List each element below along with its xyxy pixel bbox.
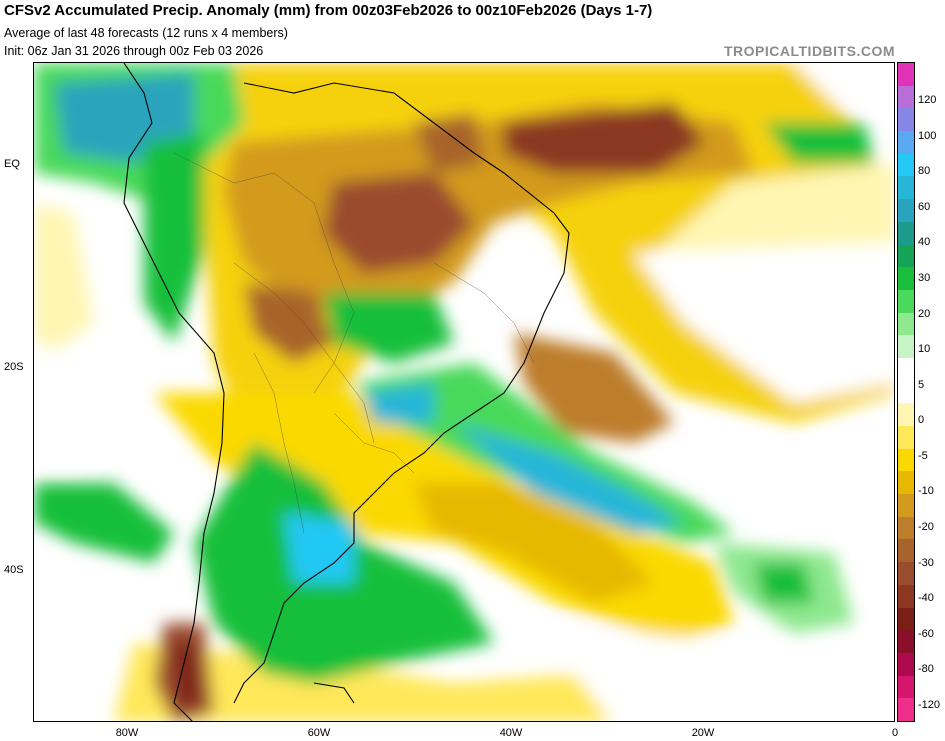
colorbar-segment: [898, 244, 914, 268]
lat-label-20s: 20S: [4, 361, 24, 373]
colorbar-segment: [898, 221, 914, 245]
colorbar-label: -60: [918, 627, 934, 640]
colorbar-segment: [898, 108, 914, 132]
colorbar-segment: [898, 403, 914, 427]
country-borders: [173, 152, 535, 534]
colorbar-segment: [898, 494, 914, 518]
colorbar-segment: [898, 380, 914, 404]
colorbar-segment: [898, 85, 914, 109]
lon-label-80w: 80W: [115, 727, 139, 739]
colorbar-label: 120: [918, 94, 937, 106]
colorbar-segment: [898, 131, 914, 155]
precip-anomaly-colorbar: [897, 62, 915, 722]
colorbar-label: 60: [918, 200, 931, 213]
colorbar-label: -5: [918, 449, 928, 462]
colorbar-label: -30: [918, 556, 934, 569]
colorbar-label: 5: [918, 378, 925, 391]
colorbar-label: 20: [918, 307, 931, 320]
lat-label-eq: EQ: [4, 158, 20, 170]
colorbar-segment: [898, 153, 914, 177]
precip-anomaly-map: [33, 62, 895, 722]
lat-label-40s: 40S: [4, 564, 24, 576]
init-time: Init: 06z Jan 31 2026 through 00z Feb 03…: [4, 44, 264, 58]
colorbar-segment: [898, 652, 914, 677]
map-title: CFSv2 Accumulated Precip. Anomaly (mm) f…: [4, 2, 653, 19]
colorbar-segment: [898, 448, 914, 472]
colorbar-segment: [898, 267, 914, 291]
colorbar-segment: [898, 607, 914, 631]
colorbar-label: 40: [918, 236, 931, 249]
colorbar-segment: [898, 630, 914, 654]
colorbar-label: 10: [918, 343, 931, 356]
lon-label-0: 0: [891, 727, 899, 739]
lon-label-60w: 60W: [307, 727, 331, 739]
colorbar-label: 80: [918, 165, 931, 178]
colorbar-segment: [898, 199, 914, 223]
colorbar-segment: [898, 63, 914, 87]
colorbar-segment: [898, 584, 914, 609]
map-canvas: [34, 63, 894, 721]
lon-label-40w: 40W: [499, 727, 523, 739]
colorbar-segment: [898, 539, 914, 563]
colorbar-label: -20: [918, 521, 934, 534]
colorbar-label: -80: [918, 663, 934, 676]
colorbar-segment: [898, 698, 914, 722]
colorbar-segment: [898, 312, 914, 336]
map-subtitle: Average of last 48 forecasts (12 runs x …: [4, 26, 288, 40]
colorbar-label: -10: [918, 485, 934, 498]
colorbar-segment: [898, 562, 914, 586]
colorbar-label: 0: [918, 414, 925, 427]
colorbar-label: -40: [918, 592, 934, 605]
colorbar-segment: [898, 289, 914, 314]
colorbar-label: -120: [918, 699, 941, 711]
lon-label-20w: 20W: [691, 727, 715, 739]
site-credit: TROPICALTIDBITS.COM: [723, 43, 895, 59]
coastline: [123, 63, 570, 721]
colorbar-segment: [898, 176, 914, 200]
anomaly-field: [34, 63, 894, 721]
colorbar-segment: [898, 675, 914, 699]
colorbar-segment: [898, 471, 914, 495]
colorbar-segment: [898, 516, 914, 540]
colorbar-label: 30: [918, 271, 931, 284]
colorbar-segment: [898, 335, 914, 359]
colorbar-segment: [898, 426, 914, 450]
colorbar-label: 100: [918, 129, 937, 142]
colorbar-segment: [898, 357, 914, 382]
